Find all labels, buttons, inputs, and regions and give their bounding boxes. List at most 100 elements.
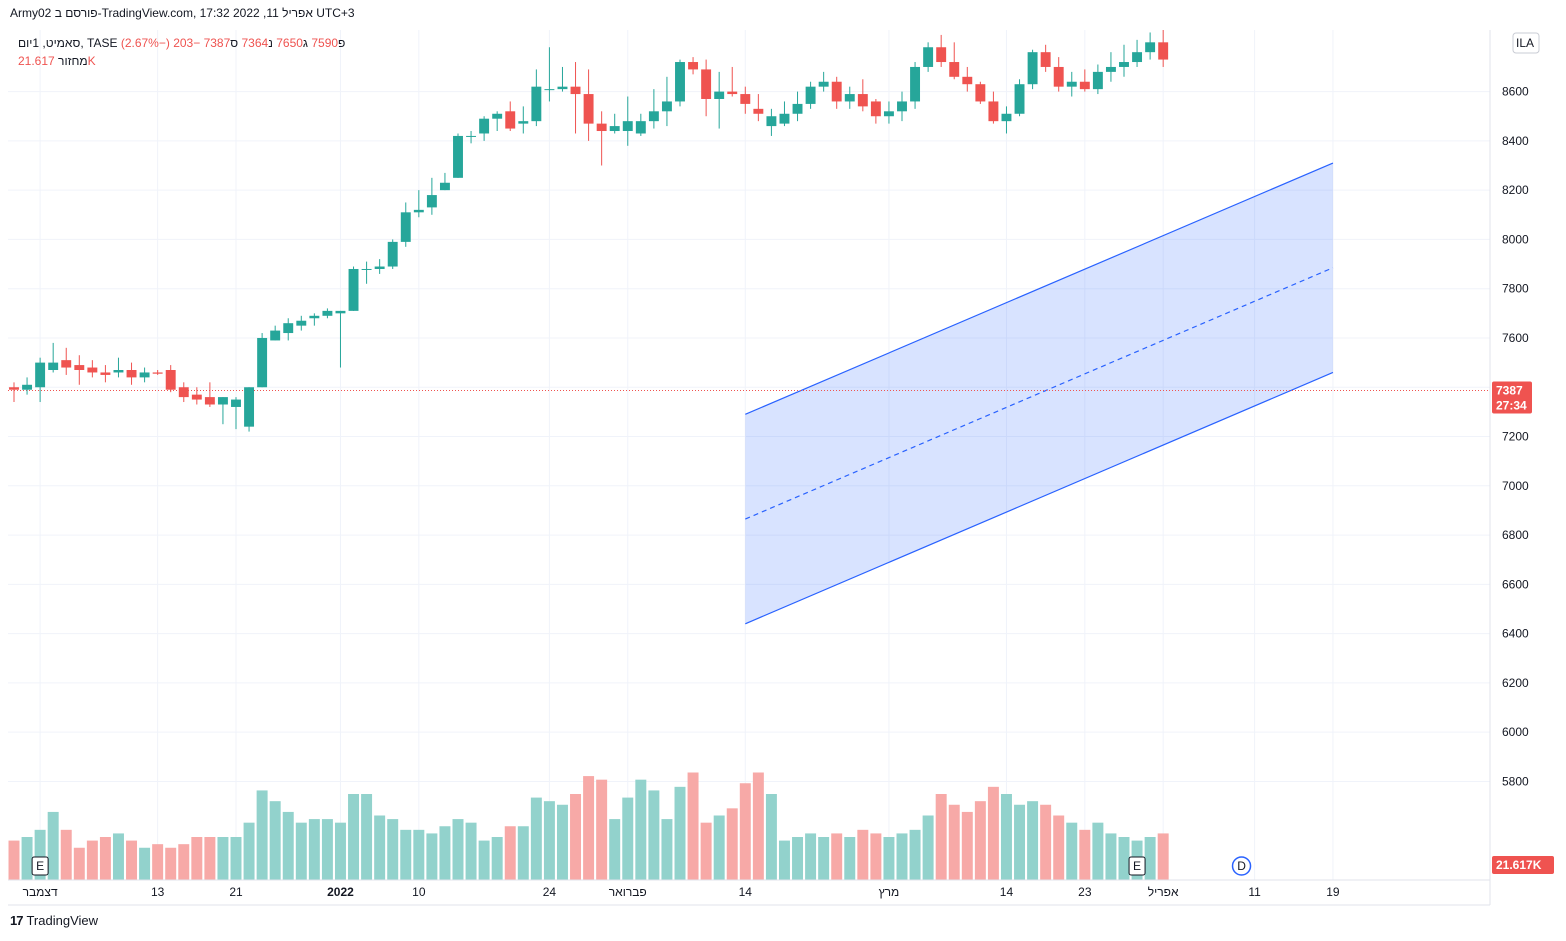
volume-bar [661, 819, 673, 880]
candle-body [727, 91, 738, 95]
volume-bar [452, 819, 464, 880]
time-tick-label: 2022 [327, 885, 354, 899]
candle-body [231, 399, 241, 407]
low-label: נ [268, 36, 273, 50]
candle-body [661, 101, 672, 112]
volume-bar [1000, 794, 1012, 880]
close-label: ס [230, 36, 239, 50]
candle-body [35, 362, 46, 388]
candle-body [596, 123, 607, 132]
volume-bar [112, 833, 124, 880]
volume-bar [243, 822, 255, 880]
volume-bar [674, 786, 686, 880]
ohlc-row: סאמיט, 1יום, TASE פ7590 ג7650 נ7364 ס738… [18, 34, 345, 52]
volume-value: 21.617K [18, 54, 96, 68]
candle-body [152, 372, 163, 374]
volume-bar [805, 833, 817, 880]
volume-bar [752, 772, 764, 880]
volume-bar [34, 829, 46, 880]
tradingview-logo[interactable]: 17 TradingView [10, 913, 98, 928]
volume-tag-value: 21.617K [1496, 858, 1542, 872]
time-tick-label: אפריל [1148, 885, 1179, 899]
candle-body [962, 76, 973, 85]
candle-body [361, 268, 372, 270]
candle-body [322, 310, 333, 316]
candle-body [870, 101, 881, 117]
candle-body [818, 81, 829, 87]
volume-bar [400, 829, 412, 880]
price-tag-countdown: 27:34 [1496, 398, 1527, 412]
volume-bar [1118, 837, 1130, 880]
candle-body [1053, 66, 1064, 87]
time-tick-label: 14 [1000, 885, 1014, 899]
volume-bar [491, 837, 503, 880]
volume-bar [165, 847, 177, 880]
candle-body [1066, 81, 1077, 87]
volume-bar [635, 779, 647, 880]
volume-bar [295, 822, 307, 880]
volume-bar [1092, 822, 1104, 880]
volume-bar [1027, 801, 1039, 880]
candle-body [48, 362, 59, 370]
time-tick-label: פברואר [609, 885, 647, 899]
candle-body [479, 118, 490, 134]
candle-body [557, 86, 568, 90]
time-tick-label: 21 [229, 885, 243, 899]
candle-body [204, 397, 215, 405]
candle-body [335, 310, 346, 314]
volume-bar [765, 794, 777, 880]
candle-body [139, 372, 150, 378]
candle-body [165, 370, 176, 390]
volume-bar [713, 815, 725, 880]
earnings-marker-label: E [36, 859, 44, 873]
candle-body [309, 315, 320, 319]
time-tick-label: 10 [412, 885, 426, 899]
volume-bar [269, 801, 281, 880]
candle-body [9, 387, 19, 390]
volume-bar [126, 840, 138, 880]
ohlc-legend: סאמיט, 1יום, TASE פ7590 ג7650 נ7364 ס738… [18, 34, 345, 70]
candle-body [844, 94, 855, 102]
price-tick-label: 6200 [1502, 676, 1529, 690]
candle-body [257, 337, 268, 388]
tradingview-logo-icon: 17 [10, 913, 24, 928]
time-tick-label: מרץ [879, 885, 900, 899]
volume-bar [857, 829, 869, 880]
volume-bar [596, 779, 608, 880]
earnings-marker-label: E [1133, 859, 1141, 873]
volume-bar [870, 833, 882, 880]
symbol-label[interactable]: סאמיט, 1יום, TASE [18, 36, 118, 50]
price-tag [1492, 381, 1532, 414]
time-tick-label: 11 [1248, 885, 1261, 899]
price-tick-label: 8000 [1502, 232, 1529, 246]
volume-bar [47, 811, 59, 880]
volume-bar [387, 819, 399, 880]
volume-bar [465, 822, 477, 880]
volume-bar [426, 833, 438, 880]
candle-body [936, 47, 947, 63]
price-tick-label: 6800 [1502, 528, 1529, 542]
candle-body [949, 62, 960, 77]
volume-bar [1066, 822, 1078, 880]
price-tick-label: 7000 [1502, 479, 1529, 493]
candle-body [1132, 52, 1143, 63]
candle-body [505, 111, 516, 129]
price-tick-label: 8200 [1502, 183, 1529, 197]
volume-tag [1492, 856, 1554, 874]
candle-body [740, 94, 751, 104]
candle-body [622, 121, 633, 132]
high-label: ג [302, 36, 308, 50]
candle-body [244, 387, 255, 427]
volume-bar [818, 837, 830, 880]
candle-body [492, 113, 503, 119]
candle-body [609, 126, 620, 132]
candle-body [1001, 113, 1012, 122]
volume-bar [361, 794, 373, 880]
candle-body [1158, 42, 1169, 60]
candle-body [923, 47, 934, 67]
candle-body [61, 360, 72, 368]
candle-body [22, 384, 33, 390]
candle-body [1027, 52, 1038, 85]
candle-body [988, 101, 999, 122]
